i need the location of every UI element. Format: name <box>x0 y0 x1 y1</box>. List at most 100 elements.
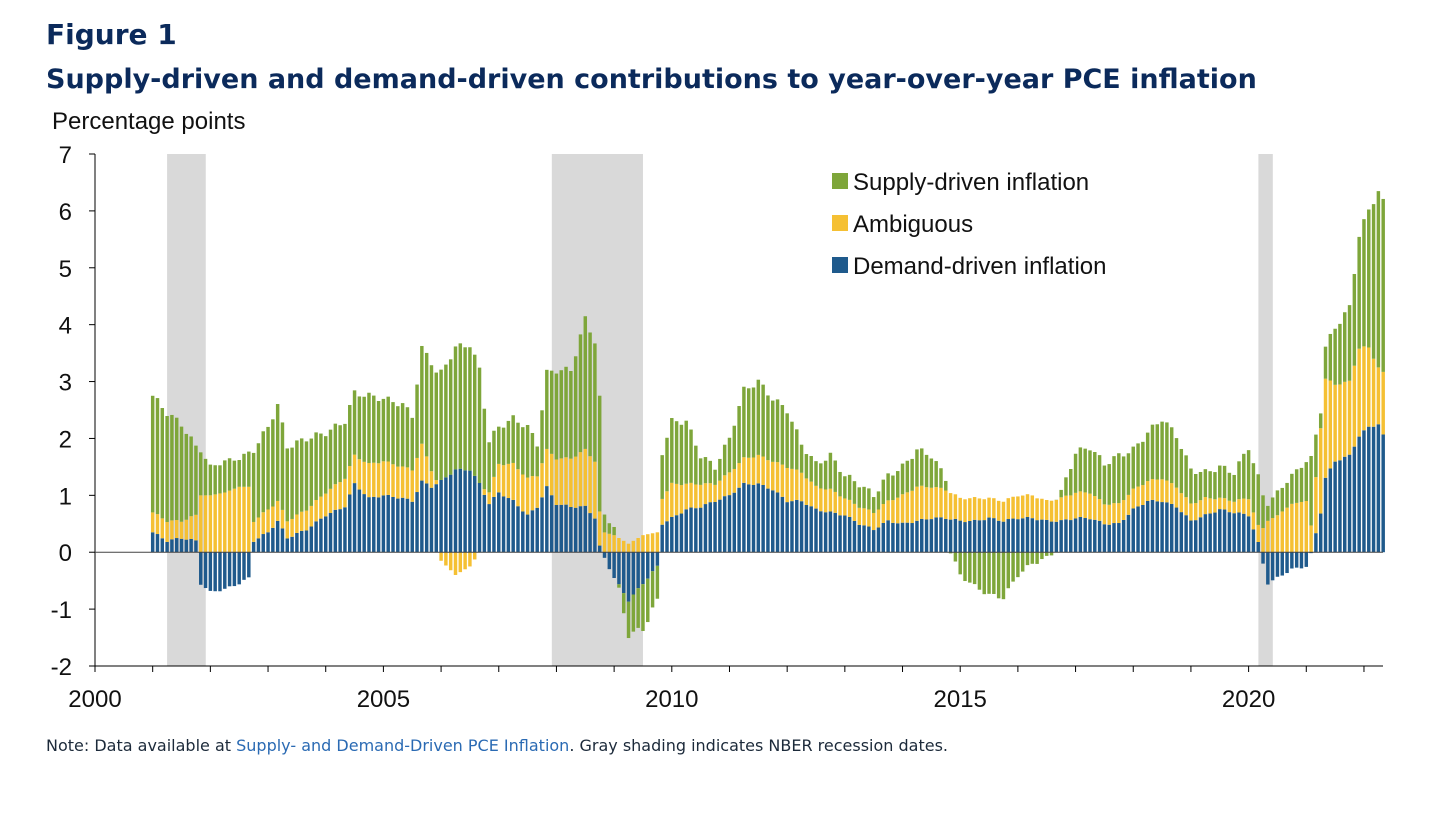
bar-ambiguous <box>1117 503 1121 524</box>
bar-ambiguous <box>876 509 881 528</box>
bar-supply <box>862 486 866 509</box>
bar-demand <box>218 552 222 592</box>
bar-ambiguous <box>1059 497 1063 521</box>
bar-demand <box>684 509 688 553</box>
bar-supply <box>987 552 991 594</box>
bar-supply <box>679 424 684 486</box>
bar-supply <box>722 444 727 476</box>
bar-supply <box>1333 328 1337 385</box>
bar-ambiguous <box>1280 511 1284 553</box>
bar-ambiguous <box>588 456 592 514</box>
bar-supply <box>1097 455 1102 499</box>
bar-ambiguous <box>1294 502 1299 553</box>
bar-demand <box>1054 521 1059 553</box>
bar-demand <box>915 520 919 553</box>
bar-ambiguous <box>429 471 434 488</box>
bar-ambiguous <box>617 538 621 553</box>
bar-ambiguous <box>660 498 664 525</box>
bar-supply <box>867 488 871 510</box>
bar-supply <box>1145 432 1150 482</box>
bar-demand <box>679 513 684 553</box>
bar-ambiguous <box>987 497 991 518</box>
bar-demand <box>1165 502 1169 553</box>
bar-ambiguous <box>867 509 871 527</box>
bar-supply <box>439 369 443 480</box>
bar-demand <box>626 552 631 602</box>
y-tick-label: 0 <box>59 540 72 567</box>
bar-ambiguous <box>218 493 222 553</box>
bar-supply <box>684 420 688 484</box>
bar-demand <box>405 498 410 553</box>
bar-supply <box>396 406 400 467</box>
bar-supply <box>247 451 251 487</box>
bar-supply <box>790 421 794 469</box>
bar-demand <box>1126 514 1131 553</box>
bar-supply <box>160 408 165 519</box>
bar-ambiguous <box>631 540 636 553</box>
bar-supply <box>583 316 588 449</box>
bar-ambiguous <box>694 484 698 509</box>
bar-supply <box>626 601 631 639</box>
bar-demand <box>1001 521 1006 553</box>
bar-supply <box>948 552 953 554</box>
bar-supply <box>746 388 751 458</box>
bar-demand <box>636 552 640 589</box>
bar-demand <box>1020 518 1025 553</box>
bar-ambiguous <box>1237 499 1241 513</box>
bar-supply <box>232 460 237 489</box>
bar-demand <box>775 492 780 553</box>
bar-ambiguous <box>1121 500 1126 520</box>
bar-demand <box>367 497 371 553</box>
bar-ambiguous <box>271 506 275 528</box>
bar-demand <box>559 504 563 553</box>
bar-demand <box>1323 477 1328 553</box>
bar-supply <box>588 332 592 457</box>
bar-ambiguous <box>972 497 977 520</box>
bar-supply <box>1121 456 1126 501</box>
bar-ambiguous <box>1222 498 1227 510</box>
legend-label-demand: Demand-driven inflation <box>853 253 1106 280</box>
bar-demand <box>530 510 535 553</box>
bar-demand <box>1213 512 1217 553</box>
chart-title: Supply-driven and demand-driven contribu… <box>46 64 1257 95</box>
bar-demand <box>391 496 395 553</box>
bar-demand <box>1069 520 1073 553</box>
bar-demand <box>920 518 924 553</box>
bar-demand <box>617 552 621 585</box>
bar-supply <box>376 401 381 464</box>
bar-demand <box>766 488 770 553</box>
bar-supply <box>732 425 737 469</box>
bar-supply <box>996 552 1001 599</box>
bar-ambiguous <box>275 500 280 521</box>
bar-supply <box>1357 236 1361 349</box>
bar-supply <box>1232 474 1236 502</box>
bar-supply <box>295 440 299 515</box>
bar-demand <box>362 494 366 553</box>
bar-ambiguous <box>1314 477 1318 534</box>
bar-ambiguous <box>766 460 770 489</box>
bar-ambiguous <box>1169 483 1174 504</box>
bar-ambiguous <box>1318 428 1323 514</box>
bar-demand <box>948 519 953 553</box>
bar-supply <box>698 458 703 485</box>
bar-ambiguous <box>626 543 631 553</box>
bar-supply <box>1290 473 1294 504</box>
bar-demand <box>232 552 237 587</box>
bar-supply <box>612 526 616 536</box>
bar-ambiguous <box>780 464 785 497</box>
bar-ambiguous <box>309 505 314 527</box>
bar-ambiguous <box>203 495 208 553</box>
bar-demand <box>199 552 203 585</box>
bar-ambiguous <box>1107 504 1111 525</box>
data-link[interactable]: Supply- and Demand-Driven PCE Inflation <box>236 736 570 755</box>
bar-demand <box>891 522 895 553</box>
bar-demand <box>655 552 660 566</box>
bar-demand <box>545 486 549 553</box>
bar-supply <box>694 445 698 485</box>
bar-supply <box>1049 552 1054 556</box>
bar-ambiguous <box>905 492 910 523</box>
x-tick-label: 2015 <box>934 686 987 713</box>
bar-demand <box>434 484 439 553</box>
bar-supply <box>1246 450 1251 500</box>
bar-supply <box>881 479 886 505</box>
